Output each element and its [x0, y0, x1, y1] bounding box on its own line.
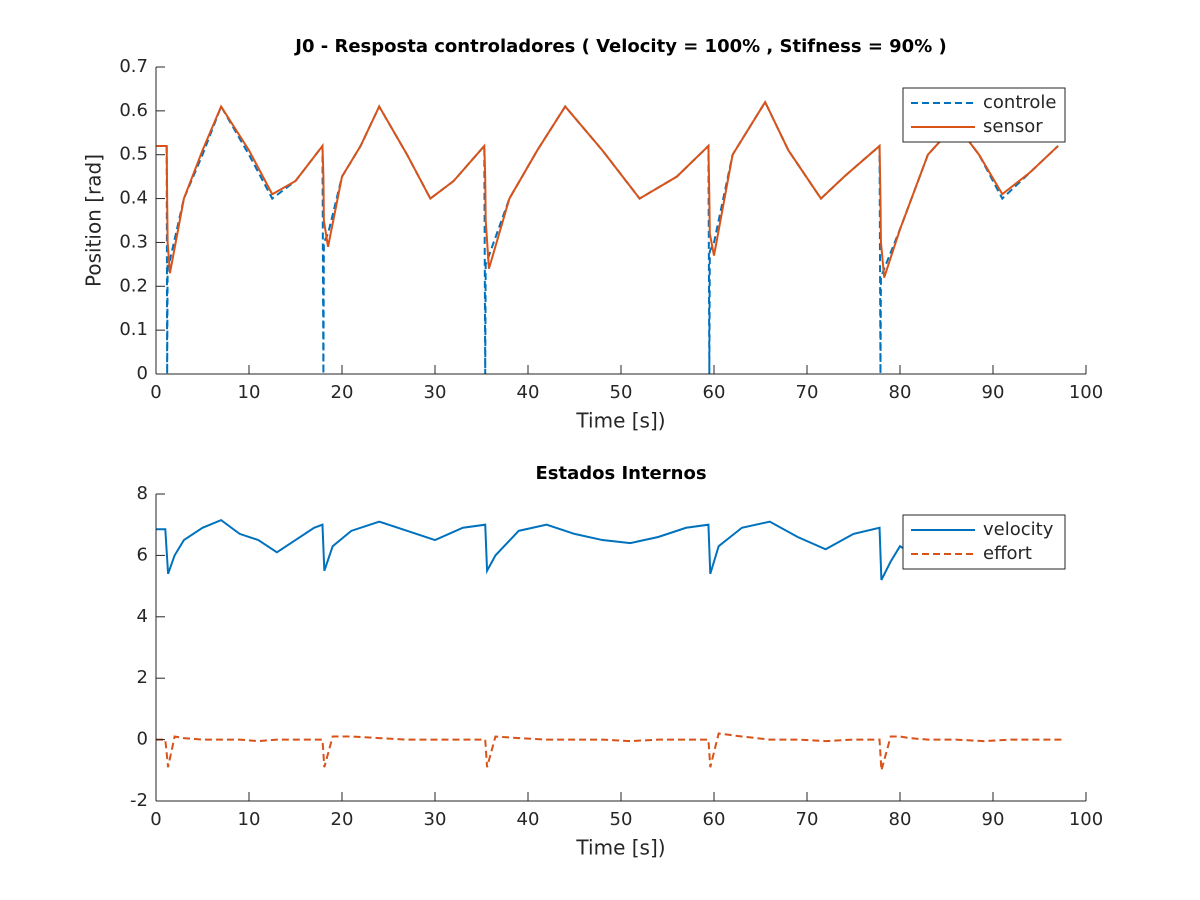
x-tick-label: 80 [889, 382, 912, 403]
y-tick-label: 4 [137, 606, 148, 627]
chart-title: J0 - Resposta controladores ( Velocity =… [293, 36, 947, 57]
x-tick-label: 30 [424, 809, 447, 830]
x-tick-label: 50 [610, 809, 633, 830]
y-tick-label: 0.2 [119, 275, 148, 296]
series-line [156, 518, 910, 581]
legend: velocity effort [902, 514, 1066, 570]
legend-label: sensor [983, 116, 1043, 137]
x-tick-label: 70 [796, 809, 819, 830]
y-tick-label: 6 [137, 544, 148, 565]
x-tick-label: 90 [982, 809, 1005, 830]
x-tick-label: 80 [889, 809, 912, 830]
y-axis-label: Position [rad] [82, 154, 106, 287]
x-tick-label: 10 [238, 809, 261, 830]
y-tick-label: 0 [137, 729, 148, 750]
legend-label: controle [983, 92, 1056, 113]
x-tick-label: 20 [331, 809, 354, 830]
x-tick-label: 90 [982, 382, 1005, 403]
y-tick-label: 0.1 [119, 319, 148, 340]
x-axis-label: Time [s]) [575, 836, 665, 860]
x-tick-label: 20 [331, 382, 354, 403]
y-tick-label: 0.3 [119, 231, 148, 252]
y-tick-label: 2 [137, 667, 148, 688]
x-tick-label: 50 [610, 382, 633, 403]
x-tick-label: 70 [796, 382, 819, 403]
x-tick-label: 40 [517, 382, 540, 403]
x-tick-label: 100 [1069, 809, 1103, 830]
legend: controle sensor [902, 87, 1066, 143]
y-tick-label: -2 [130, 790, 148, 811]
legend-label: velocity [983, 519, 1054, 540]
y-tick-label: 0 [137, 363, 148, 384]
y-tick-label: 0.6 [119, 100, 148, 121]
y-tick-label: 0.4 [119, 188, 148, 209]
chart-title: Estados Internos [535, 463, 706, 484]
series-line [156, 100, 1059, 278]
x-tick-label: 0 [150, 382, 161, 403]
x-axis-label: Time [s]) [575, 409, 665, 433]
x-tick-label: 60 [703, 382, 726, 403]
y-tick-label: 8 [137, 483, 148, 504]
x-tick-label: 100 [1069, 382, 1103, 403]
y-tick-label: 0.5 [119, 144, 148, 165]
x-tick-label: 40 [517, 809, 540, 830]
series-line [156, 100, 1059, 375]
y-tick-label: 0.7 [119, 56, 148, 77]
axes: 0 10 20 30 40 50 60 70 80 90 100 0 0.1 0.2 0.3 0.4 0.5 0.… [82, 36, 1104, 433]
x-tick-label: 0 [150, 809, 161, 830]
legend-label: effort [983, 543, 1032, 564]
x-tick-label: 30 [424, 382, 447, 403]
series-line [156, 732, 1063, 771]
legend-box [902, 514, 1066, 570]
legend-box [902, 87, 1066, 143]
x-tick-label: 10 [238, 382, 261, 403]
x-tick-label: 60 [703, 809, 726, 830]
